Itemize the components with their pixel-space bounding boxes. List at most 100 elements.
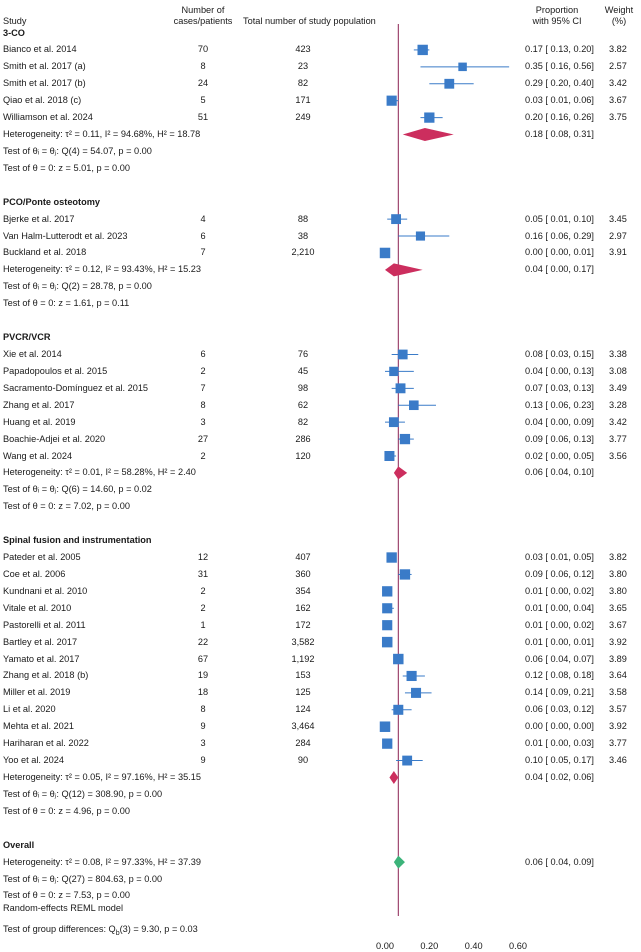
study-weight: 3.65 [609,602,627,613]
study-ci-text: 0.09 [ 0.06, 0.12] [525,568,594,579]
study-total: 360 [295,568,311,579]
study-cases: 2 [200,602,206,613]
study-cases: 2 [200,450,206,461]
study-point-box [395,383,406,394]
study-cases: 22 [197,636,209,647]
study-point-box [389,366,399,377]
study-weight: 3.56 [609,450,627,461]
study-total: 62 [297,399,309,410]
study-weight: 3.38 [609,348,627,359]
study-total: 125 [295,687,311,698]
study-weight: 3.64 [609,670,627,681]
study-point-box [386,95,397,106]
study-cases: 2 [200,585,206,596]
study-weight: 3.42 [609,78,627,89]
study-ci-text: 0.10 [ 0.05, 0.17] [525,755,594,766]
x-tick-label: 0.00 [376,941,394,952]
study-cases: 9 [200,755,206,766]
x-tick-label: 0.40 [464,941,483,952]
study-ci-text: 0.35 [ 0.16, 0.56] [525,61,594,72]
study-point-box [393,653,404,665]
study-weight: 3.28 [609,399,627,410]
study-cases: 31 [197,568,209,579]
study-label: Bartley et al. 2017 [3,636,78,647]
subgroup-diamond [393,466,408,480]
study-ci-text: 0.02 [ 0.00, 0.05] [525,450,594,461]
study-total: 3,464 [291,721,315,732]
study-cases: 8 [200,61,206,72]
header-prop-line2: with 95% CI [532,16,582,26]
forest-plot: Study Number of cases/patients Total num… [3,5,633,951]
study-point-box [406,670,417,682]
study-weight: 3.80 [609,585,627,596]
study-weight: 2.57 [609,61,627,72]
study-point-box [379,247,391,259]
group-label: 3-CO [3,27,25,38]
study-cases: 6 [200,348,206,359]
test-statistic-label: Test of θ = 0: z = 7.53, p = 0.00 [3,890,130,901]
subscript-b: b [115,930,120,938]
header-prop-line1: Proportion [535,5,579,15]
study-total: 153 [295,670,311,681]
test-statistic-label: Test of θᵢ = θⱼ: Q(12) = 308.90, p = 0.0… [3,788,163,799]
study-label: Qiao et al. 2018 (c) [3,95,82,106]
study-ci-text: 0.13 [ 0.06, 0.23] [525,399,594,410]
study-weight: 3.42 [609,416,627,427]
study-weight: 3.92 [609,721,627,732]
study-ci-text: 0.09 [ 0.06, 0.13] [525,433,594,444]
study-total: 286 [295,433,311,444]
subgroup-diamond [402,128,454,142]
study-weight: 3.91 [609,247,627,258]
study-ci-text: 0.06 [ 0.04, 0.07] [525,653,594,664]
study-total: 120 [295,450,311,461]
study-point-box [415,231,426,241]
study-ci-text: 0.08 [ 0.03, 0.15] [525,348,594,359]
forest-plot-svg [379,24,510,916]
heterogeneity-label: Heterogeneity: τ² = 0.01, I² = 58.28%, H… [3,467,196,478]
study-label: Coe et al. 2006 [3,568,66,579]
study-point-box [444,78,455,89]
study-point-box [393,704,404,715]
study-total: 2,210 [291,247,315,258]
study-ci-text: 0.01 [ 0.00, 0.02] [525,585,594,596]
study-label: Kundnani et al. 2010 [3,585,88,596]
study-weight: 3.57 [609,704,627,715]
heterogeneity-label: Heterogeneity: τ² = 0.05, I² = 97.16%, H… [3,771,201,782]
subgroup-diamond [389,770,399,784]
study-total: 82 [297,416,309,427]
study-label: Huang et al. 2019 [3,416,76,427]
study-label: Van Halm-Lutterodt et al. 2023 [3,230,128,241]
study-weight: 3.45 [609,213,627,224]
overall-diamond [393,855,405,869]
study-cases: 24 [197,78,209,89]
study-point-box [397,349,408,360]
study-total: 354 [295,585,311,596]
header-total: Total number of study population [243,16,376,26]
study-label: Xie et al. 2014 [3,348,62,359]
study-total: 23 [297,61,309,72]
study-point-box [399,433,411,445]
study-ci-text: 0.01 [ 0.00, 0.03] [525,738,594,749]
header-cases-line1: Number of [181,5,225,15]
study-point-box [409,400,419,411]
subtotal-ci-text: 0.06 [ 0.04, 0.09] [525,856,594,867]
study-label: Vitale et al. 2010 [3,602,72,613]
study-label: Papadopoulos et al. 2015 [3,365,108,376]
study-label: Smith et al. 2017 (b) [3,78,86,89]
study-label: Pastorelli et al. 2011 [3,619,86,630]
study-cases: 51 [197,112,209,123]
study-ci-text: 0.16 [ 0.06, 0.29] [525,230,594,241]
study-point-box [411,687,422,698]
study-ci-text: 0.01 [ 0.00, 0.01] [525,636,594,647]
test-statistic-label: Test of θ = 0: z = 7.02, p = 0.00 [3,501,130,512]
study-total: 407 [295,552,311,563]
study-total: 284 [295,738,311,749]
study-cases: 5 [200,95,206,106]
study-cases: 4 [200,213,206,224]
study-label: Buckland et al. 2018 [3,247,87,258]
study-label: Yamato et al. 2017 [3,653,80,664]
test-statistic-label: Test of θᵢ = θⱼ: Q(4) = 54.07, p = 0.00 [3,145,152,156]
test-statistic-label: Test of θ = 0: z = 4.96, p = 0.00 [3,805,130,816]
study-cases: 12 [197,552,209,563]
x-tick-label: 0.20 [420,941,439,952]
